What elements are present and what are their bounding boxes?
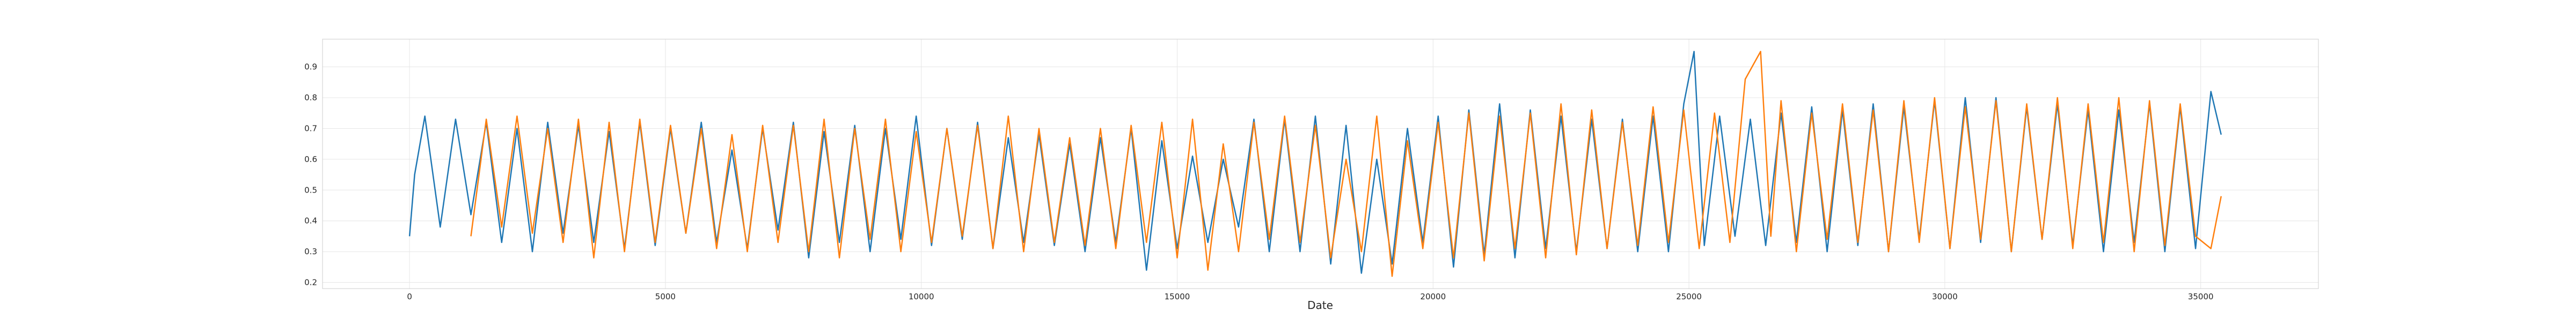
x-tick-label: 15000 <box>1165 292 1190 301</box>
x-tick-label: 5000 <box>655 292 676 301</box>
x-tick-label: 25000 <box>1676 292 1702 301</box>
y-tick-label: 0.6 <box>304 154 317 164</box>
x-tick-label: 30000 <box>1932 292 1958 301</box>
x-tick-label: 35000 <box>2188 292 2214 301</box>
series-line-2 <box>470 50 2222 277</box>
x-tick-label: 0 <box>407 292 412 301</box>
y-tick-label: 0.2 <box>304 278 317 288</box>
y-tick-label: 0.9 <box>304 62 317 72</box>
y-tick-label: 0.3 <box>304 247 317 256</box>
series-lines <box>408 50 2222 277</box>
grid-lines <box>323 39 2318 289</box>
x-tick-label: 10000 <box>909 292 934 301</box>
plot-frame <box>322 39 2319 289</box>
y-tick-label: 0.7 <box>304 123 317 133</box>
x-tick-label: 20000 <box>1420 292 1446 301</box>
y-tick-label: 0.8 <box>304 93 317 102</box>
y-tick-labels: 0.2 0.3 0.4 0.5 0.6 0.7 0.8 0.9 <box>304 62 317 288</box>
x-tick-labels: 0 5000 10000 15000 20000 25000 30000 35000 <box>407 292 2213 301</box>
y-tick-label: 0.5 <box>304 185 317 195</box>
y-tick-label: 0.4 <box>304 216 317 226</box>
x-axis-title: Date <box>1307 299 1333 312</box>
